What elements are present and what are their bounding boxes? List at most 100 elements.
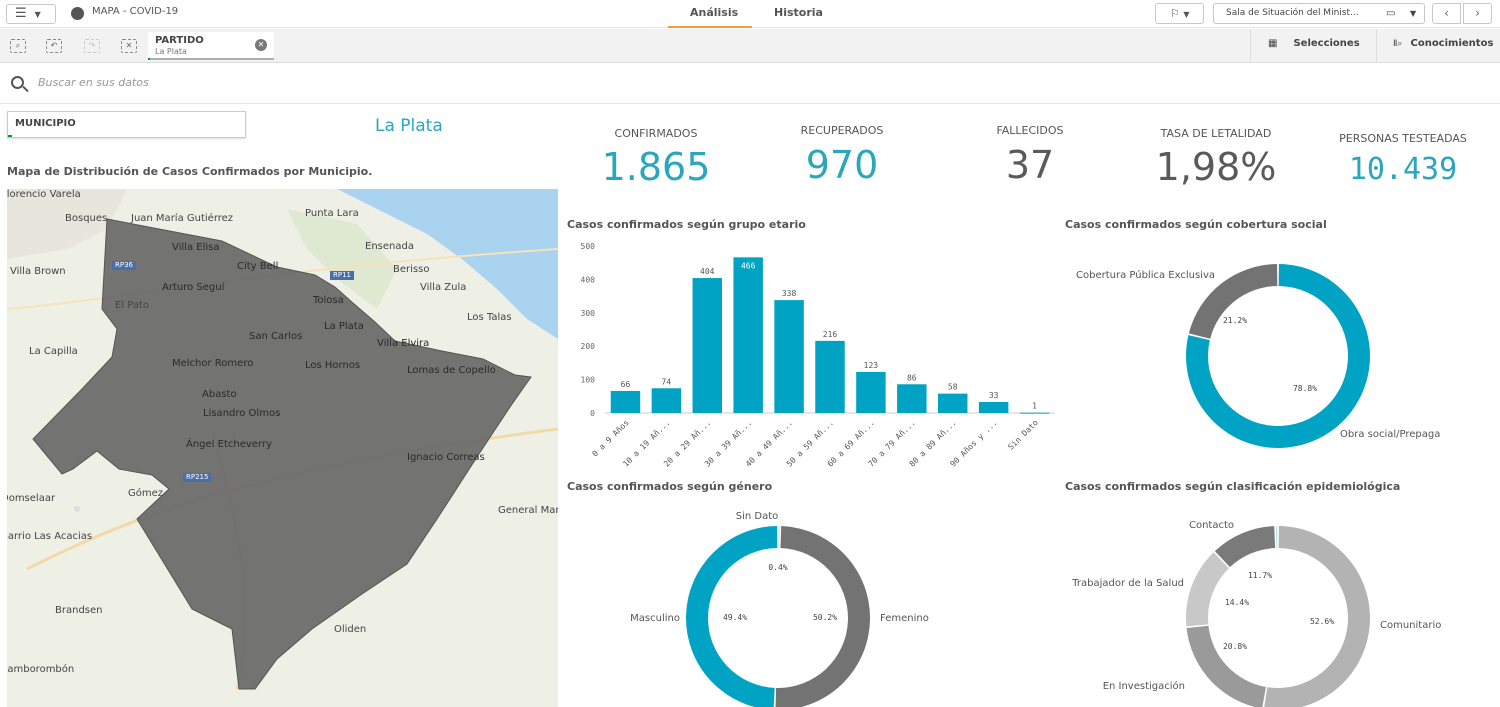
slice-category-label: Comunitario	[1380, 620, 1441, 631]
map-place-label: Los Talas	[467, 312, 512, 323]
map-view[interactable]: Florencio Varela Bosques Juan María Gutiér…	[7, 189, 558, 707]
road-badge: RP36	[112, 261, 136, 270]
bar[interactable]	[815, 340, 845, 413]
tab-historia[interactable]: Historia	[774, 6, 823, 19]
map-place-label: Villa Zula	[420, 282, 467, 293]
y-tick-label: 200	[581, 342, 596, 351]
slice-category-label: Sin Dato	[736, 511, 779, 522]
step-forward-icon[interactable]: ↷	[84, 39, 100, 53]
kpi-value: 37	[1005, 143, 1055, 187]
bar[interactable]	[651, 388, 682, 413]
previous-sheet-button[interactable]: ‹	[1432, 3, 1461, 24]
tab-analisis[interactable]: Análisis	[690, 6, 739, 19]
water-area	[337, 189, 558, 339]
kpi-recuperados: RECUPERADOS 970	[752, 124, 932, 187]
map-place-label: Ignacio Correas	[407, 452, 485, 463]
slice-category-label: En Investigación	[1103, 680, 1185, 692]
kpi-confirmados: CONFIRMADOS 1.865	[566, 127, 746, 189]
kpi-value: 10.439	[1348, 152, 1458, 187]
chevron-right-icon: ›	[1475, 6, 1480, 20]
slice-category-label: Cobertura Pública Exclusiva	[1076, 269, 1215, 281]
bar-data-label: 466	[741, 261, 756, 270]
top-toolbar: ☰ ▼ MAPA - COVID-19 Análisis Historia ⚐ ▼…	[0, 0, 1500, 28]
y-tick-label: 500	[581, 242, 596, 251]
bar[interactable]	[610, 390, 641, 413]
slice-percent-label: 50.2%	[813, 613, 837, 622]
slice-category-label: Femenino	[880, 613, 929, 624]
selection-chip-partido[interactable]: PARTIDO La Plata ✕	[148, 32, 274, 60]
conocimientos-button[interactable]: Ⅱ⌕ Conocimientos	[1393, 38, 1493, 49]
map-place-label: Juan María Gutiérrez	[131, 213, 234, 224]
kpi-fallecidos: FALLECIDOS 37	[940, 124, 1120, 187]
map-place-label: Samborombón	[7, 664, 75, 675]
gender-donut-chart[interactable]: Sin Dato 0.4% Femenino 50.2% Masculino 49.4%	[560, 496, 1050, 707]
donut-slice[interactable]	[1264, 526, 1371, 707]
bar[interactable]	[897, 384, 927, 413]
map-place-label: City Bell	[237, 261, 279, 272]
map-title: Mapa de Distribución de Casos Confirmado…	[7, 165, 373, 178]
bar[interactable]	[692, 278, 722, 413]
epi-donut-chart[interactable]: Comunitario 52.6% En Investigación 20.8% Tra…	[1060, 496, 1500, 707]
selection-field: PARTIDO	[155, 35, 204, 46]
bar-data-label: 123	[864, 361, 879, 370]
slice-category-label: Masculino	[630, 613, 680, 624]
bar[interactable]	[938, 393, 968, 413]
map-place-label: Melchor Romero	[172, 358, 254, 369]
bar[interactable]	[1019, 412, 1050, 414]
search-input[interactable]	[38, 76, 438, 89]
hamburger-icon: ☰	[15, 6, 27, 21]
bar[interactable]	[856, 371, 886, 413]
bar-data-label: 58	[948, 383, 958, 392]
donut-slice[interactable]	[1214, 526, 1276, 568]
map-place-label: El Pato	[115, 300, 150, 311]
map-place-label: Barrio Las Acacias	[7, 531, 93, 542]
donut-slice[interactable]	[686, 526, 778, 707]
step-back-icon[interactable]: ↶	[46, 39, 62, 53]
gender-chart-title: Casos confirmados según género	[567, 480, 773, 493]
search-icon	[11, 76, 24, 89]
map-place-label: Punta Lara	[305, 208, 359, 219]
sheet-selector[interactable]: Sala de Situación del Minist... ▭ ▼	[1213, 3, 1425, 24]
donut-slice[interactable]	[1188, 264, 1278, 339]
donut-slice[interactable]	[775, 526, 871, 707]
map-place-label: Florencio Varela	[7, 189, 81, 200]
la-plata-polygon[interactable]	[32, 218, 532, 690]
bar[interactable]	[733, 257, 763, 413]
map-place-label: Abasto	[202, 389, 237, 400]
bar[interactable]	[774, 300, 804, 413]
kpi-label: TASA DE LETALIDAD	[1160, 127, 1272, 140]
clear-selection-icon[interactable]: ✕	[255, 39, 267, 51]
map-place-label: Ensenada	[365, 241, 414, 252]
kpi-label: RECUPERADOS	[800, 124, 884, 137]
bookmark-button[interactable]: ⚐ ▼	[1155, 3, 1204, 24]
selected-municipio-title: La Plata	[375, 116, 443, 136]
map-place-label: Villa Brown	[10, 266, 66, 277]
selecciones-button[interactable]: ▦ Selecciones	[1268, 38, 1360, 49]
slice-percent-label: 20.8%	[1223, 642, 1247, 651]
next-sheet-button[interactable]: ›	[1463, 3, 1492, 24]
bar-data-label: 66	[621, 380, 631, 389]
chevron-down-icon: ▼	[1410, 9, 1417, 18]
clear-all-selections-icon[interactable]: ✕	[121, 39, 137, 53]
donut-slice[interactable]	[1276, 526, 1278, 549]
donut-slice[interactable]	[1186, 552, 1229, 627]
smart-search-icon[interactable]: ⌕	[10, 39, 26, 53]
selections-bar: ⌕ ↶ ↷ ✕ PARTIDO La Plata ✕ ▦ Selecciones …	[0, 29, 1500, 63]
donut-slice[interactable]	[778, 526, 780, 549]
donut-slice[interactable]	[1186, 625, 1266, 707]
coverage-chart-title: Casos confirmados según cobertura social	[1065, 218, 1327, 231]
y-tick-label: 100	[581, 376, 596, 385]
sheet-name: Sala de Situación del Minist...	[1226, 8, 1359, 18]
x-tick-label: Sin Dato	[1006, 418, 1040, 452]
coverage-donut-chart[interactable]: Obra social/Prepaga 78.8% Cobertura Públic…	[1060, 234, 1500, 464]
bar-data-label: 86	[907, 373, 917, 382]
slice-percent-label: 52.6%	[1310, 617, 1334, 626]
map-place-label: Bosques	[65, 213, 108, 224]
municipio-filter[interactable]: MUNICIPIO	[7, 111, 246, 138]
kpi-label: CONFIRMADOS	[614, 127, 698, 140]
bar-data-label: 404	[700, 267, 715, 276]
divider	[1250, 29, 1251, 63]
bar[interactable]	[978, 401, 1009, 413]
global-menu-button[interactable]: ☰ ▼	[6, 4, 56, 24]
